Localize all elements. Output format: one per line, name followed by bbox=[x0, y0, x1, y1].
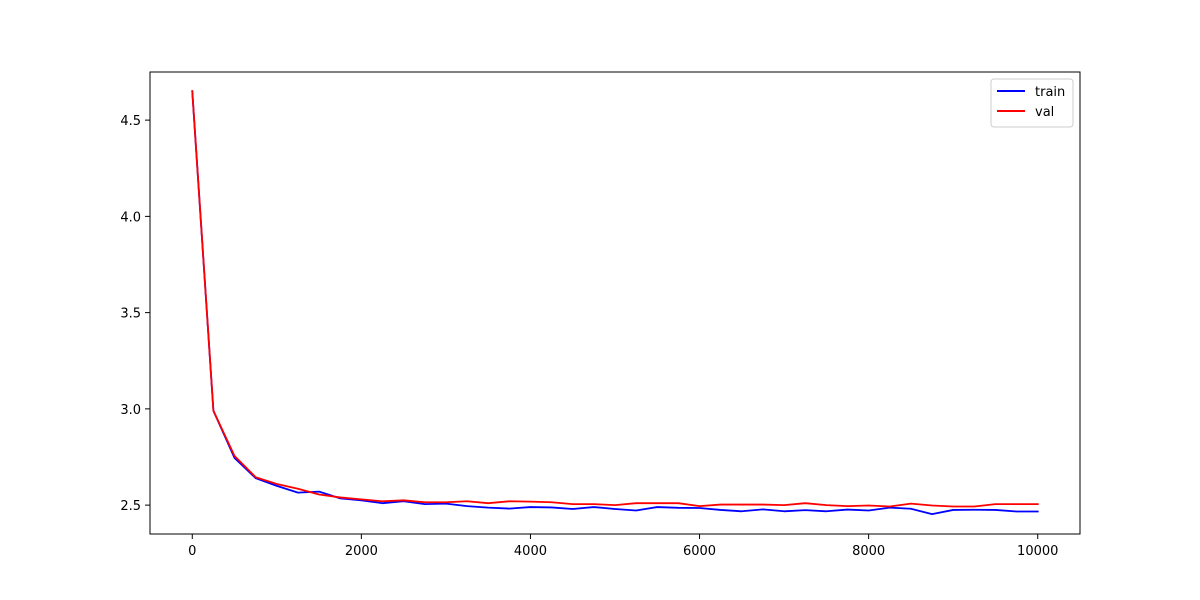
x-tick-label: 10000 bbox=[1017, 544, 1058, 559]
axes-frame bbox=[149, 71, 1081, 535]
y-tick-label: 4.5 bbox=[120, 114, 141, 129]
x-tick-label: 6000 bbox=[683, 544, 716, 559]
x-tick-label: 4000 bbox=[514, 544, 547, 559]
series-line-val bbox=[191, 90, 1039, 508]
series-layer bbox=[191, 90, 1039, 516]
y-tick-label: 2.5 bbox=[120, 499, 141, 514]
y-tick-label: 3.0 bbox=[120, 403, 141, 418]
legend-train-label: train bbox=[1035, 85, 1065, 100]
x-axis: 0 2000 4000 6000 8000 10000 bbox=[188, 534, 1058, 559]
y-tick-label: 3.5 bbox=[120, 307, 141, 322]
x-tick-label: 0 bbox=[188, 544, 196, 559]
y-tick-label: 4.0 bbox=[120, 210, 141, 225]
y-axis: 2.5 3.0 3.5 4.0 4.5 bbox=[120, 114, 150, 514]
x-tick-label: 8000 bbox=[852, 544, 885, 559]
x-tick-label: 2000 bbox=[345, 544, 378, 559]
legend: train val bbox=[990, 78, 1074, 128]
legend-val-label: val bbox=[1035, 105, 1054, 120]
